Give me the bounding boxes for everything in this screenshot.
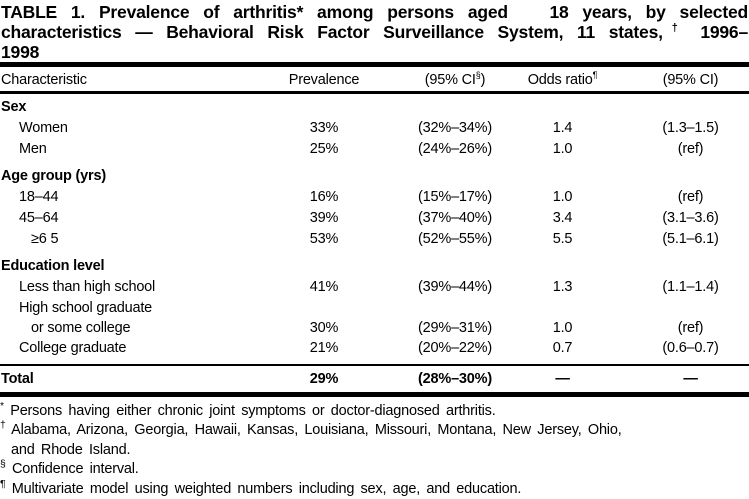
total-bottom-rule [0,392,749,397]
column-header-characteristic: Characteristic [1,72,87,88]
table-title-line2-text: characteristics — Behavioral Risk Factor… [1,22,663,42]
table-row: College graduate 21% (20%–22%) 0.7 (0.6–… [0,338,749,359]
table-row: 45–64 39% (37%–40%) 3.4 (3.1–3.6) [0,208,749,229]
dagger-footnote-marker: † [0,420,6,432]
total-top-rule [0,364,749,366]
cell-characteristic: 18–44 [19,189,59,205]
section-header: Sex [1,99,27,115]
title-rule [0,62,749,67]
column-header-row: Characteristic Prevalence (95% CI§) Odds… [0,67,749,91]
cell-odds-ratio: 1.0 [552,320,573,336]
asterisk-footnote-marker: * [0,401,4,413]
column-header-prevalence: Prevalence [288,72,360,88]
cell-prevalence: 53% [309,231,339,247]
footnote-dagger: † Alabama, Arizona, Georgia, Hawaii, Kan… [0,421,749,440]
table-body: Sex Women 33% (32%–34%) 1.4 (1.3–1.5) Me… [0,94,749,359]
cell-ci: (37%–40%) [418,210,492,226]
cell-ci: (24%–26%) [418,141,492,157]
cell-odds-ci: (ref) [677,189,704,205]
cell-ci: (20%–22%) [418,340,492,356]
cell-ci: (32%–34%) [418,120,492,136]
footnote-text: Confidence interval. [11,461,139,478]
cell-prevalence: 39% [309,210,339,226]
section-sex: Sex Women 33% (32%–34%) 1.4 (1.3–1.5) Me… [0,97,749,160]
cell-characteristic: High school graduate or some college [0,298,278,338]
section-sign-footnote-marker: § [475,70,481,81]
table-title: TABLE 1. Prevalence of arthritis* among … [0,0,749,62]
table-title-line2-years: 1996– [686,22,748,42]
table-title-line2: characteristics — Behavioral Risk Factor… [1,22,748,42]
section-header: Age group (yrs) [1,168,106,184]
cell-characteristic: College graduate [19,340,127,356]
cell-characteristic: 45–64 [19,210,59,226]
table-row: Men 25% (24%–26%) 1.0 (ref) [0,139,749,160]
cell-characteristic-line1: High school graduate [19,300,153,316]
cell-prevalence: 16% [309,189,339,205]
column-header-ci1: (95% CI§) [424,70,486,88]
cell-odds-ci: (1.3–1.5) [662,120,719,136]
table-row: High school graduate or some college 30%… [0,298,749,338]
cell-characteristic: Women [19,120,68,136]
footnote-section-sign: § Confidence interval. [0,460,749,479]
cell-prevalence: 25% [309,141,339,157]
cell-odds-ci: (3.1–3.6) [662,210,719,226]
column-header-odds-ratio: Odds ratio¶ [527,70,598,88]
footnote-text: Alabama, Arizona, Georgia, Hawaii, Kansa… [11,422,622,439]
cell-odds-ci: — [683,371,698,387]
cell-characteristic-line2: or some college [31,320,131,336]
cell-odds-ratio: 1.0 [552,141,573,157]
footnote-text: Persons having either chronic joint symp… [10,403,496,419]
total-row: Total 29% (28%–30%) — — [0,366,749,392]
table-title-line3: 1998 [1,42,40,62]
cell-prevalence: 41% [309,279,339,295]
cell-ci: (28%–30%) [418,371,492,387]
cell-odds-ci: (5.1–6.1) [662,231,719,247]
cell-characteristic: ≥6 5 [31,231,59,247]
cell-characteristic: Total [1,371,34,387]
footnotes: * Persons having either chronic joint sy… [0,401,749,499]
dagger-footnote-marker: † [662,22,687,35]
section-header: Education level [1,258,105,274]
section-sign-footnote-marker: § [0,459,6,471]
cell-odds-ratio: 3.4 [552,210,573,226]
cell-ci: (29%–31%) [418,320,492,336]
table-row: 18–44 16% (15%–17%) 1.0 (ref) [0,187,749,208]
cell-ci: (15%–17%) [418,189,492,205]
cell-odds-ci: (0.6–0.7) [662,340,719,356]
table-row: ≥6 5 53% (52%–55%) 5.5 (5.1–6.1) [0,229,749,250]
section-education: Education level Less than high school 41… [0,256,749,359]
pilcrow-footnote-marker: ¶ [592,70,598,81]
cell-odds-ratio: 5.5 [552,231,573,247]
cell-characteristic: Less than high school [19,279,156,295]
footnote-dagger-continuation: and Rhode Island. [11,441,131,458]
cell-prevalence: 21% [309,340,339,356]
cell-odds-ratio: 1.3 [552,279,573,295]
footnote-pilcrow: ¶ Multivariate model using weighted numb… [0,478,749,499]
cell-odds-ratio: 1.4 [552,120,573,136]
section-age-group: Age group (yrs) 18–44 16% (15%–17%) 1.0 … [0,166,749,250]
table-row: Less than high school 41% (39%–44%) 1.3 … [0,277,749,298]
cell-odds-ci: (1.1–1.4) [662,279,719,295]
cell-odds-ci: (ref) [677,320,704,336]
footnote-text: Multivariate model using weighted number… [11,480,522,497]
column-header-ci2: (95% CI) [662,72,719,88]
cell-odds-ratio: — [555,371,570,387]
footnote-asterisk: * Persons having either chronic joint sy… [0,401,749,421]
cell-odds-ratio: 1.0 [552,189,573,205]
cell-odds-ratio: 0.7 [552,340,573,356]
cell-prevalence: 33% [309,120,339,136]
pilcrow-footnote-marker: ¶ [0,478,6,490]
cell-characteristic: Men [19,141,47,157]
cell-ci: (39%–44%) [418,279,492,295]
cell-prevalence: 29% [309,371,339,387]
table-title-line1: TABLE 1. Prevalence of arthritis* among … [1,2,748,22]
cell-prevalence: 30% [309,320,339,336]
cell-ci: (52%–55%) [418,231,492,247]
cell-odds-ci: (ref) [677,141,704,157]
header-rule [0,91,749,94]
table-row: Women 33% (32%–34%) 1.4 (1.3–1.5) [0,118,749,139]
